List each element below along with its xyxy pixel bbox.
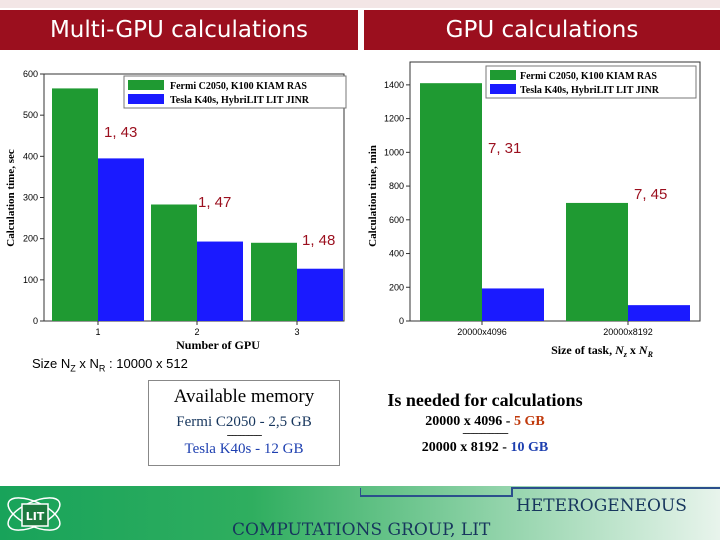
- bar-fermi-3: [251, 242, 297, 321]
- lit-logo-text: LIT: [26, 510, 45, 523]
- bar-tesla-1: [98, 158, 144, 321]
- legend: Fermi C2050, K100 KIAM RAS Tesla K40s, H…: [123, 75, 347, 109]
- y-tick-label: 500: [23, 110, 38, 120]
- multi-gpu-chart: 0 100 200 300 400 500 600 1 2 3 Fermi C2050, K100…: [5, 69, 347, 352]
- fermi-memory: Fermi C2050 - 2,5 GB: [176, 414, 312, 430]
- footer-heterogeneous: HETEROGENEOUS: [516, 496, 687, 516]
- tesla-memory: Tesla K40s - 12 GB: [184, 441, 304, 457]
- y-tick-label: 400: [23, 151, 38, 161]
- legend: Fermi C2050, K100 KIAM RAS Tesla K40s, H…: [485, 65, 697, 99]
- lit-logo-icon: LIT: [7, 497, 61, 531]
- bar-tesla-3: [297, 268, 343, 321]
- y-tick-label: 200: [389, 282, 404, 292]
- x-tick-label: 1: [95, 327, 100, 337]
- y-tick-label: 0: [399, 316, 404, 326]
- x-tick-label: 20000x8192: [603, 327, 653, 337]
- size-note: Size NZ x NR : 10000 x 512: [32, 356, 188, 374]
- footer-group: COMPUTATIONS GROUP, LIT: [232, 520, 491, 540]
- bar-fermi-1: [52, 88, 98, 322]
- ratio-2gpu: 1, 47: [198, 194, 232, 211]
- x-tick-label: 2: [194, 327, 199, 337]
- bar-fermi-2: [151, 204, 197, 321]
- available-memory-box: Available memory Fermi C2050 - 2,5 GB --…: [148, 380, 340, 466]
- ratio-size2: 7, 45: [634, 186, 668, 203]
- y-tick-label: 1400: [384, 80, 404, 90]
- needed-title: Is needed for calculations: [387, 390, 583, 410]
- y-tick-label: 0: [33, 316, 38, 326]
- bar-tesla-20000x8192: [628, 305, 690, 321]
- legend-swatch-fermi: [490, 70, 516, 80]
- ratio-1gpu: 1, 43: [104, 124, 138, 141]
- y-tick-label: 400: [389, 249, 404, 259]
- separator: -------------: [226, 429, 263, 441]
- legend-swatch-tesla: [128, 94, 164, 104]
- header-strip: [0, 0, 720, 8]
- bar-fermi-20000x8192: [566, 202, 628, 321]
- legend-swatch-fermi: [128, 80, 164, 90]
- x-axis-label: Size of task, Nz x NR: [551, 343, 653, 359]
- needed-row-8192: 20000 x 8192 - 10 GB: [421, 440, 549, 455]
- available-memory-title: Available memory: [173, 386, 315, 407]
- right-panel-title: GPU calculations: [364, 10, 720, 50]
- separator: -----------------: [462, 427, 508, 439]
- bar-fermi-20000x4096: [420, 83, 482, 322]
- legend-label-fermi: Fermi C2050, K100 KIAM RAS: [520, 71, 657, 82]
- gpu-chart: 0 200 400 600 800 1000 1200 1400 20000x4096 20000…: [367, 61, 701, 359]
- y-tick-label: 1000: [384, 147, 404, 157]
- x-axis-label: Number of GPU: [176, 338, 260, 352]
- bar-tesla-2: [197, 241, 243, 321]
- y-tick-label: 600: [389, 215, 404, 225]
- needed-row-4096: 20000 x 4096 - 5 GB: [425, 414, 545, 429]
- y-tick-label: 600: [23, 69, 38, 79]
- legend-label-tesla: Tesla K40s, HybriLIT LIT JINR: [520, 85, 660, 96]
- ratio-3gpu: 1, 48: [302, 232, 336, 249]
- y-axis-label: Calculation time, min: [367, 145, 379, 247]
- y-tick-label: 100: [23, 275, 38, 285]
- y-tick-label: 800: [389, 181, 404, 191]
- x-tick-label: 20000x4096: [457, 327, 507, 337]
- y-tick-label: 1200: [384, 114, 404, 124]
- ratio-size1: 7, 31: [488, 140, 522, 157]
- legend-swatch-tesla: [490, 84, 516, 94]
- legend-label-fermi: Fermi C2050, K100 KIAM RAS: [170, 81, 307, 92]
- left-panel-title: Multi-GPU calculations: [0, 10, 358, 50]
- y-axis-label: Calculation time, sec: [5, 149, 17, 247]
- y-tick-label: 200: [23, 234, 38, 244]
- footer-divider: [360, 487, 720, 497]
- y-tick-label: 300: [23, 193, 38, 203]
- legend-label-tesla: Tesla K40s, HybriLIT LIT JINR: [170, 95, 310, 106]
- x-tick-label: 3: [294, 327, 299, 337]
- bar-tesla-20000x4096: [482, 288, 544, 321]
